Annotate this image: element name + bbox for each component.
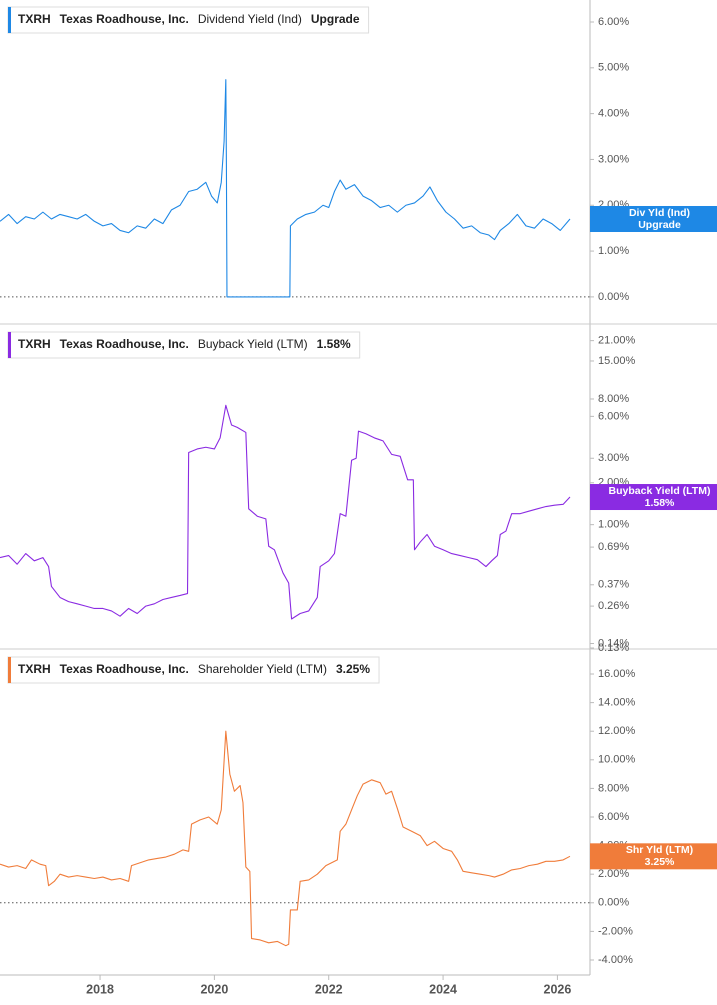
y-tick-label: 8.00% — [598, 393, 629, 405]
y-tick-label: 10.00% — [598, 754, 636, 766]
y-tick-label: -4.00% — [598, 954, 633, 966]
badge-label: Shr Yld (LTM) — [626, 844, 693, 856]
y-tick-label: 0.26% — [598, 600, 629, 612]
header-ticker: TXRH — [18, 337, 51, 351]
x-tick-label: 2024 — [429, 982, 457, 996]
y-tick-label: 6.00% — [598, 811, 629, 823]
value-badge — [590, 205, 717, 232]
data-line — [0, 404, 571, 620]
header-accent — [8, 7, 11, 33]
y-tick-label: 1.00% — [598, 245, 629, 257]
y-tick-label: 12.00% — [598, 725, 636, 737]
header-ticker: TXRH — [18, 12, 51, 26]
badge-label: Div Yld (Ind) — [629, 207, 690, 219]
y-tick-label: 3.00% — [598, 452, 629, 464]
header-company: Texas Roadhouse, Inc. — [60, 12, 189, 26]
value-badge — [590, 843, 717, 870]
data-line — [0, 730, 571, 947]
y-tick-label: 15.00% — [598, 355, 636, 367]
y-tick-label: 8.00% — [598, 782, 629, 794]
y-tick-label: 0.37% — [598, 579, 629, 591]
y-tick-label: 2.00% — [598, 868, 629, 880]
header-company: Texas Roadhouse, Inc. — [60, 337, 189, 351]
value-badge — [590, 484, 717, 511]
x-tick-label: 2018 — [86, 982, 114, 996]
y-tick-label: 14.00% — [598, 697, 636, 709]
y-tick-label: 21.00% — [598, 335, 636, 347]
y-tick-label: 3.00% — [598, 153, 629, 165]
y-tick-label: 0.14% — [598, 637, 629, 649]
header-metric: Dividend Yield (Ind) — [198, 12, 302, 26]
header-box — [7, 6, 370, 34]
y-tick-label: 1.00% — [598, 519, 629, 531]
badge-value: 3.25% — [645, 856, 675, 868]
x-tick-label: 2022 — [315, 982, 343, 996]
y-tick-label: 0.00% — [598, 291, 629, 303]
header-box — [7, 331, 361, 359]
header-value-label: Upgrade — [311, 12, 360, 26]
header-accent — [8, 332, 11, 358]
header-ticker: TXRH — [18, 662, 51, 676]
y-tick-label: 16.00% — [598, 668, 636, 680]
x-tick-label: 2026 — [544, 982, 572, 996]
y-tick-label: 4.00% — [598, 108, 629, 120]
y-tick-label: 0.13% — [598, 642, 629, 654]
y-tick-label: 0.69% — [598, 541, 629, 553]
y-tick-label: 0.00% — [598, 897, 629, 909]
x-tick-label: 2020 — [200, 982, 228, 996]
header-value-label: 3.25% — [336, 662, 370, 676]
header-metric: Buyback Yield (LTM) — [198, 337, 308, 351]
header-accent — [8, 657, 11, 683]
header-box — [7, 656, 380, 684]
header-metric: Shareholder Yield (LTM) — [198, 662, 327, 676]
y-tick-label: 5.00% — [598, 62, 629, 74]
badge-label: Buyback Yield (LTM) — [609, 485, 711, 497]
y-tick-label: 6.00% — [598, 410, 629, 422]
data-line — [0, 79, 571, 298]
y-tick-label: -2.00% — [598, 925, 633, 937]
header-value-label: 1.58% — [317, 337, 351, 351]
badge-value: Upgrade — [638, 219, 681, 231]
header-company: Texas Roadhouse, Inc. — [60, 662, 189, 676]
badge-value: 1.58% — [645, 497, 675, 509]
y-tick-label: 6.00% — [598, 16, 629, 28]
